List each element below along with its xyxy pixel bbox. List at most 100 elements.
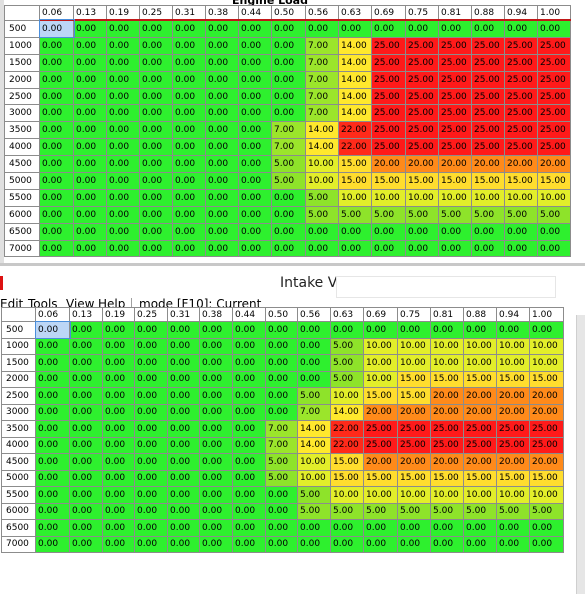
table-cell[interactable]: 0.00 [167,321,200,339]
table-cell[interactable]: 0.00 [232,420,266,438]
table-cell[interactable]: 0.00 [39,239,74,258]
table-cell[interactable]: 0.00 [102,420,135,438]
table-cell[interactable]: 0.00 [39,87,74,106]
table-cell[interactable]: 0.00 [73,172,107,190]
row-header[interactable]: 1500 [1,354,36,372]
table-cell[interactable]: 0.00 [265,387,298,405]
column-header[interactable]: 0.88 [471,5,505,21]
table-cell[interactable]: 14.00 [305,121,339,140]
table-cell[interactable]: 0.00 [232,502,266,520]
table-cell[interactable]: 5.00 [338,205,372,224]
table-cell[interactable]: 25.00 [438,70,472,89]
table-cell[interactable]: 0.00 [134,519,168,537]
table-cell[interactable]: 7.00 [271,121,306,140]
table-cell[interactable]: 7.00 [305,36,339,55]
table-cell[interactable]: 20.00 [529,387,564,405]
table-cell[interactable]: 5.00 [430,502,464,520]
table-cell[interactable]: 0.00 [102,370,135,388]
table-cell[interactable]: 0.00 [172,172,206,190]
table-cell[interactable]: 15.00 [496,370,530,388]
table-cell[interactable]: 15.00 [363,387,398,405]
table-cell[interactable]: 20.00 [537,155,571,174]
row-header[interactable]: 2500 [4,87,40,106]
table-cell[interactable]: 0.00 [363,321,398,339]
table-cell[interactable]: 0.00 [167,436,200,454]
table-cell[interactable]: 25.00 [438,138,472,157]
table-cell[interactable]: 0.00 [371,222,406,241]
table-cell[interactable]: 0.00 [232,354,266,372]
table-cell[interactable]: 0.00 [134,535,168,553]
table-cell[interactable]: 14.00 [338,70,372,89]
table-cell[interactable]: 5.00 [504,205,538,224]
table-cell[interactable]: 15.00 [537,172,571,190]
table-cell[interactable]: 7.00 [305,70,339,89]
table-cell[interactable]: 0.00 [271,70,306,89]
table-cell[interactable]: 0.00 [172,70,206,89]
title-field[interactable] [336,276,556,298]
table-cell[interactable]: 15.00 [397,387,431,405]
table-cell[interactable]: 25.00 [471,70,505,89]
table-cell[interactable]: 0.00 [438,19,472,38]
table-cell[interactable]: 15.00 [504,172,538,190]
row-header[interactable]: 1000 [4,36,40,55]
table-cell[interactable]: 0.00 [232,436,266,454]
table-cell[interactable]: 10.00 [363,337,398,355]
table-cell[interactable]: 20.00 [529,403,564,421]
table-cell[interactable]: 20.00 [529,453,564,471]
table-cell[interactable]: 0.00 [69,519,103,537]
table-cell[interactable]: 0.00 [39,70,74,89]
table-cell[interactable]: 15.00 [496,469,530,487]
table-cell[interactable]: 0.00 [102,453,135,471]
table-cell[interactable]: 0.00 [139,19,173,38]
table-cell[interactable]: 0.00 [102,387,135,405]
table-cell[interactable]: 0.00 [134,502,168,520]
table-cell[interactable]: 20.00 [371,155,406,174]
table-cell[interactable]: 0.00 [205,104,239,123]
table-cell[interactable]: 25.00 [363,420,398,438]
table-cell[interactable]: 22.00 [330,420,364,438]
table-cell[interactable]: 20.00 [463,387,497,405]
table-cell[interactable]: 0.00 [199,502,233,520]
table-cell[interactable]: 0.00 [205,36,239,55]
table-cell[interactable]: 15.00 [463,370,497,388]
table-cell[interactable]: 0.00 [35,436,70,454]
table-cell[interactable]: 0.00 [73,53,107,72]
table-cell[interactable]: 0.00 [330,321,364,339]
table-cell[interactable]: 0.00 [405,222,439,241]
table-cell[interactable]: 0.00 [167,354,200,372]
table-cell[interactable]: 7.00 [297,403,331,421]
column-header[interactable]: 1.00 [537,5,571,21]
table-cell[interactable]: 0.00 [529,535,564,553]
table-cell[interactable]: 0.00 [232,469,266,487]
table-cell[interactable]: 10.00 [463,486,497,504]
row-header[interactable]: 6500 [4,222,40,241]
row-header[interactable]: 4000 [4,138,40,157]
table-cell[interactable]: 0.00 [39,205,74,224]
table-cell[interactable]: 5.00 [397,502,431,520]
table-cell[interactable]: 20.00 [496,453,530,471]
table-cell[interactable]: 0.00 [102,486,135,504]
table-cell[interactable]: 25.00 [471,121,505,140]
table-cell[interactable]: 0.00 [73,138,107,157]
table-cell[interactable]: 0.00 [172,104,206,123]
table-cell[interactable]: 0.00 [199,420,233,438]
table-cell[interactable]: 0.00 [167,519,200,537]
table-cell[interactable]: 0.00 [39,138,74,157]
table-cell[interactable]: 0.00 [73,36,107,55]
table-cell[interactable]: 0.00 [139,188,173,207]
table-cell[interactable]: 0.00 [504,239,538,258]
table-cell[interactable]: 0.00 [199,403,233,421]
table-cell[interactable]: 10.00 [371,188,406,207]
table-cell[interactable]: 25.00 [537,53,571,72]
table-cell[interactable]: 25.00 [537,36,571,55]
table-cell[interactable]: 0.00 [106,222,140,241]
column-header[interactable]: 0.50 [271,5,306,21]
table-cell[interactable]: 0.00 [172,19,206,38]
table-cell[interactable]: 20.00 [397,453,431,471]
table-cell[interactable]: 0.00 [199,535,233,553]
table-cell[interactable]: 25.00 [371,36,406,55]
table-cell[interactable]: 10.00 [363,486,398,504]
table-cell[interactable]: 0.00 [106,87,140,106]
table-cell[interactable]: 0.00 [529,321,564,339]
table-cell[interactable]: 15.00 [430,370,464,388]
